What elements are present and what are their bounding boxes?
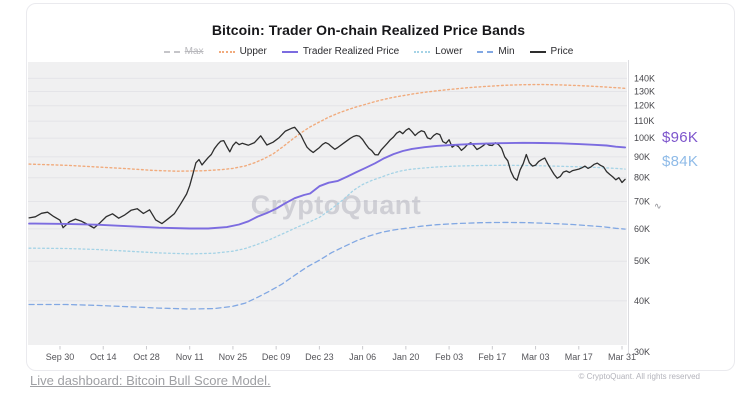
series-line-price	[28, 126, 626, 229]
x-tick-label: Feb 03	[435, 352, 463, 362]
watermark: CryptoQuant	[251, 190, 422, 220]
legend-item-max[interactable]: Max	[163, 46, 204, 57]
chart-title: Bitcoin: Trader On-chain Realized Price …	[211, 22, 526, 38]
y-tick-label: 90K	[634, 152, 650, 162]
legend-swatch	[163, 50, 180, 53]
x-tick-label: Nov 25	[219, 352, 248, 362]
legend-item-upper[interactable]: Upper	[218, 46, 267, 57]
y-tick-label: 30K	[634, 347, 650, 357]
x-tick-label: Nov 11	[176, 352, 204, 362]
legend-label: Max	[184, 46, 204, 57]
y-tick-label: 70K	[634, 196, 650, 206]
x-tick-label: Sep 30	[46, 352, 75, 362]
x-tick-label: Oct 28	[133, 352, 160, 362]
x-tick-label: Jan 06	[349, 352, 376, 362]
y-tick-label: 110K	[634, 116, 654, 126]
legend-label: Min	[498, 46, 515, 57]
chart-legend: Max Upper Trader Realized Price Lower Min Pri…	[0, 46, 737, 57]
x-tick-label: Feb 17	[478, 352, 506, 362]
x-tick-label: Mar 03	[522, 352, 550, 362]
x-tick-label: Oct 14	[90, 352, 117, 362]
series-line-trader-realized-price	[28, 141, 627, 230]
legend-label: Upper	[239, 46, 267, 57]
value-annotation-96k: $96K	[662, 129, 699, 147]
legend-label: Trader Realized Price	[302, 46, 400, 57]
value-annotation-84k: $84K	[662, 153, 699, 171]
plot-area[interactable]	[28, 62, 627, 345]
y-tick-label: 120K	[634, 101, 655, 111]
x-tick-label: Jan 20	[392, 352, 419, 362]
y-tick-label: 50K	[634, 256, 650, 266]
series-line-upper	[28, 83, 626, 172]
y-tick-label: 80K	[634, 173, 650, 183]
legend-item-price[interactable]: Price	[529, 46, 574, 57]
legend-item-min[interactable]: Min	[477, 46, 515, 57]
x-tick-label: Dec 23	[305, 352, 334, 362]
legend-swatch	[218, 50, 235, 53]
y-tick-label: 60K	[634, 224, 650, 234]
legend-swatch	[529, 50, 546, 53]
live-dashboard-link[interactable]: Live dashboard: Bitcoin Bull Score Model…	[30, 373, 271, 388]
legend-swatch	[414, 50, 431, 53]
legend-item-lower[interactable]: Lower	[414, 46, 462, 57]
copyright-text: © CryptoQuant. All rights reserved	[578, 372, 701, 381]
legend-swatch	[477, 50, 494, 53]
y-tick-label: 140K	[634, 73, 655, 83]
log-scale-icon[interactable]: ∿	[654, 201, 662, 211]
x-tick-label: Dec 09	[262, 352, 291, 362]
legend-label: Price	[550, 46, 574, 57]
x-tick-label: Mar 31	[608, 352, 636, 362]
series-line-min	[28, 221, 626, 310]
y-tick-label: 40K	[634, 296, 650, 306]
x-tick-label: Mar 17	[565, 352, 593, 362]
legend-swatch	[281, 50, 298, 53]
y-tick-label: 130K	[634, 87, 655, 97]
legend-label: Lower	[435, 46, 463, 57]
legend-item-trader-realized-price[interactable]: Trader Realized Price	[281, 46, 400, 57]
y-tick-label: 100K	[634, 133, 655, 143]
